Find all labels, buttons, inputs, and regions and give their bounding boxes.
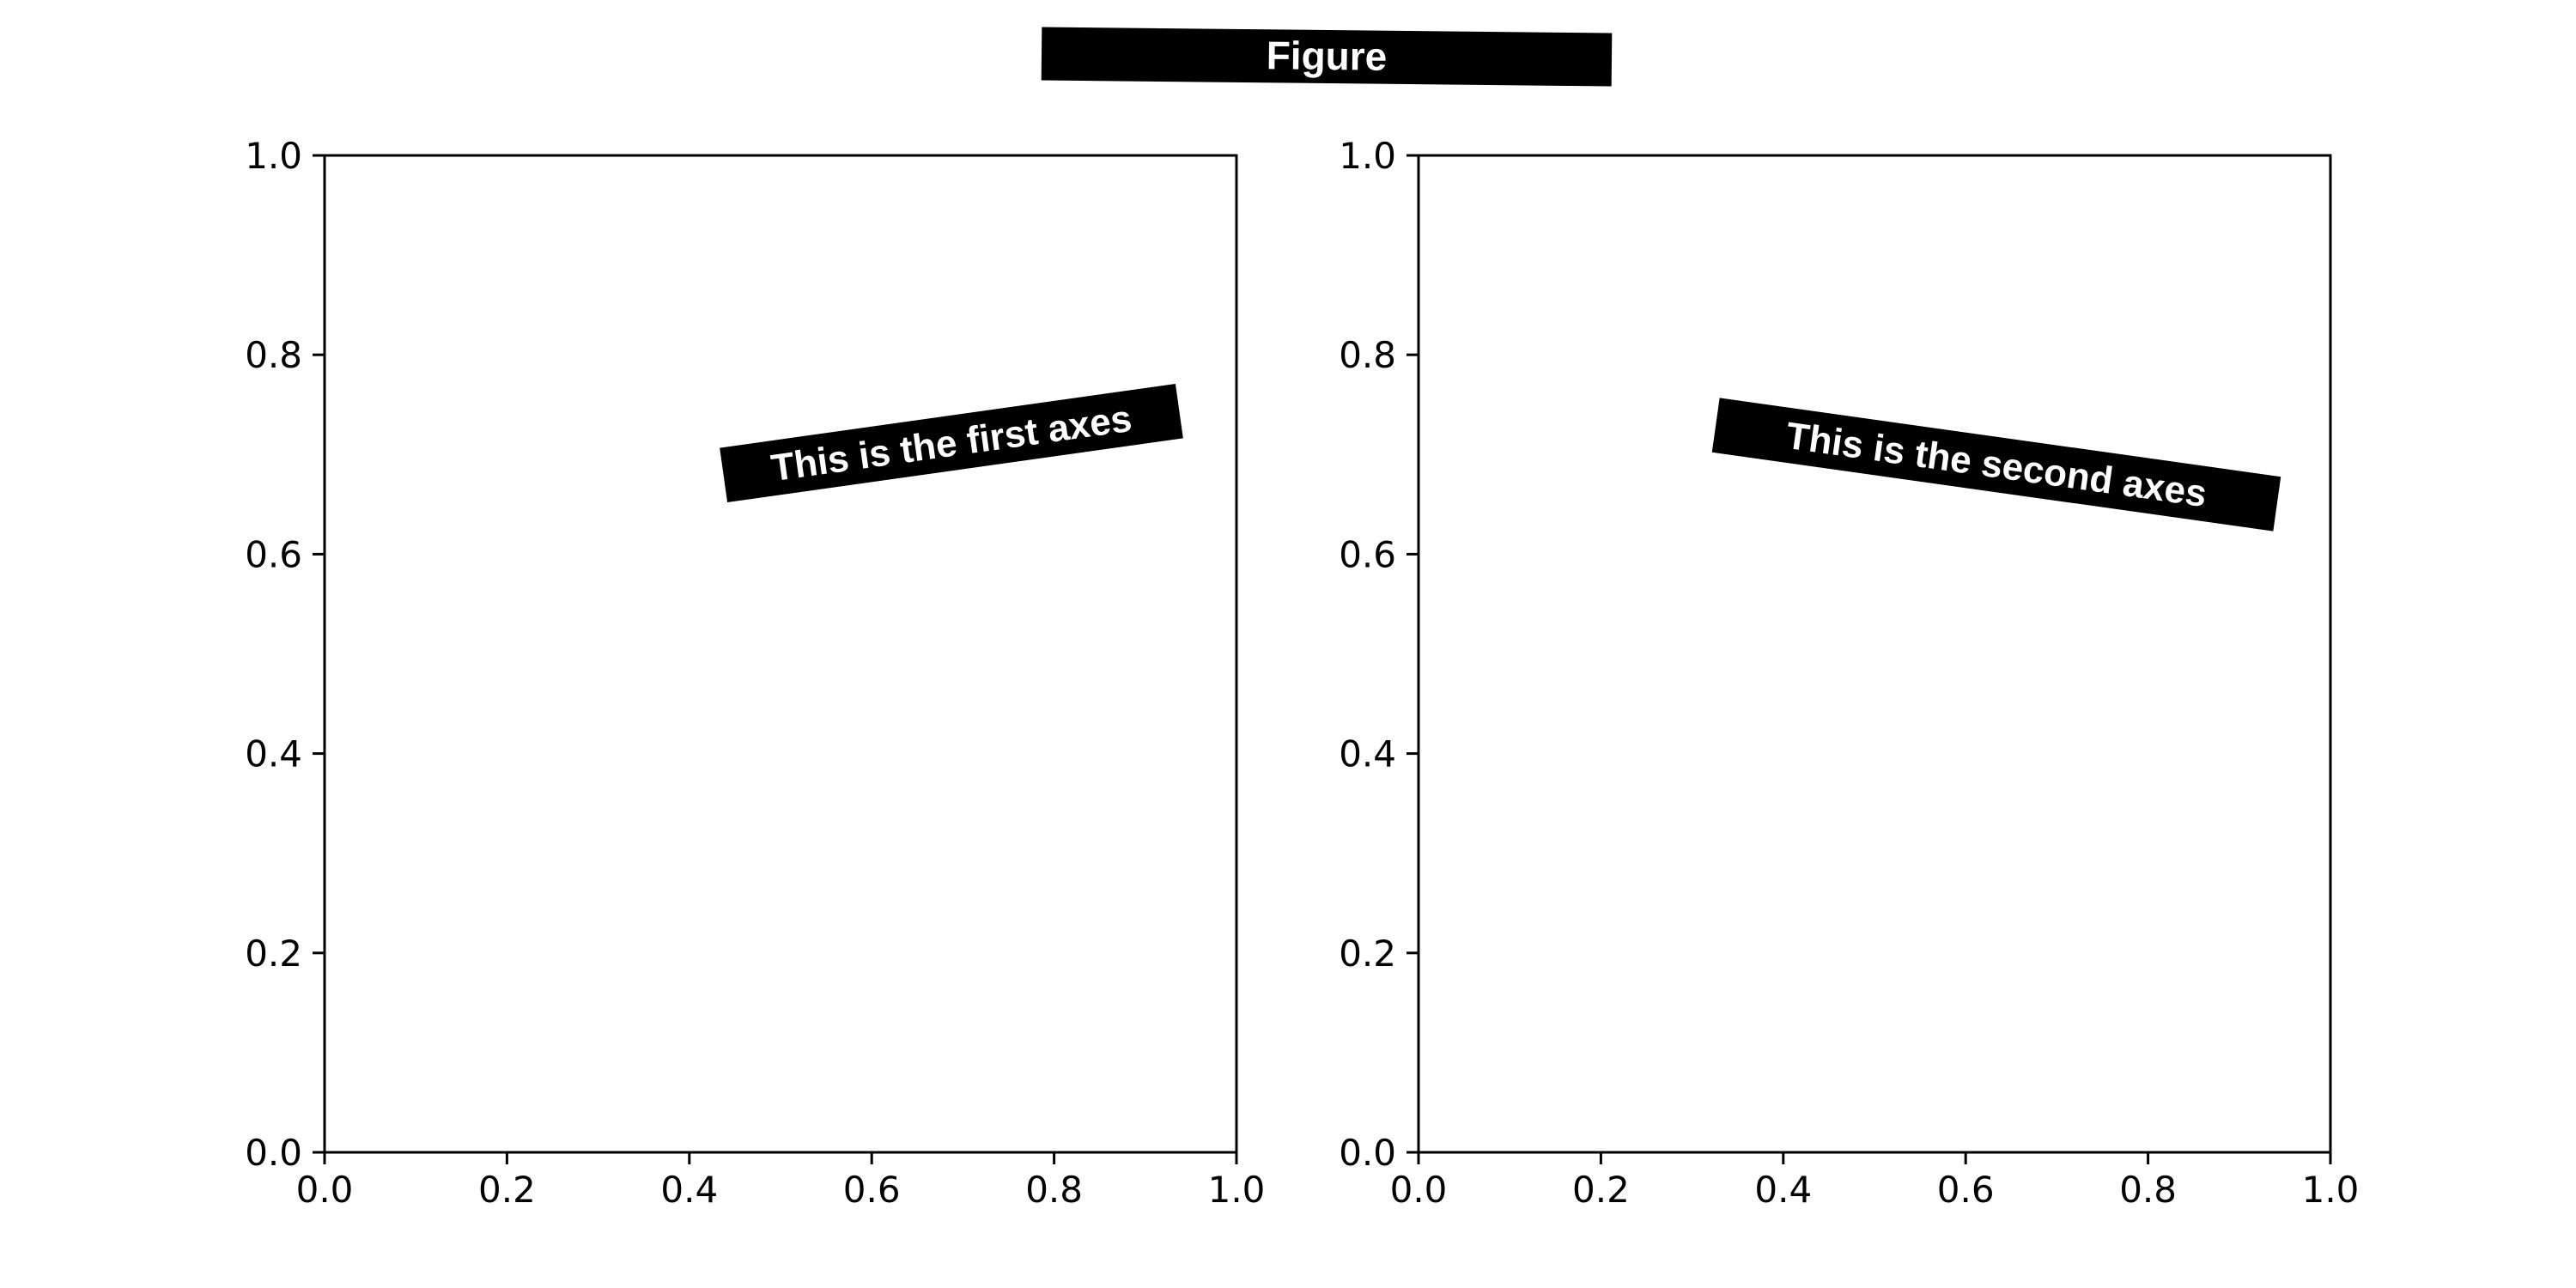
axes-1-xtick-label: 0.4: [660, 1169, 718, 1211]
figure-title-background: [1041, 27, 1613, 87]
figure-title: Figure: [1266, 33, 1387, 78]
axes-1-xtick-label: 0.6: [843, 1169, 901, 1211]
axes-2-xtick-label: 0.2: [1572, 1169, 1630, 1211]
axes-2-xtick-label: 1.0: [2302, 1169, 2360, 1211]
axes-1-annotation: This is the first axes: [769, 398, 1134, 489]
axes-1-xtick-label: 0.0: [296, 1169, 354, 1211]
axes-2-yticks: 0.0 0.2 0.4 0.6 0.8 1.0: [1339, 135, 1419, 1174]
axes-2-annotation-background: [1711, 398, 2281, 532]
axes-2-xtick-label: 0.6: [1937, 1169, 1995, 1211]
axes-1-yticks: 0.0 0.2 0.4 0.6 0.8 1.0: [245, 135, 325, 1174]
axes-1-frame: [323, 154, 1238, 1154]
axes-2-ytick-label: 0.4: [1339, 733, 1396, 775]
axes-2-frame: [1417, 154, 2332, 1154]
axes-1-xtick-label: 0.2: [478, 1169, 536, 1211]
axes-2: 0.0 0.2 0.4 0.6 0.8 1.0 0.0 0.2 0.4 0.6 0.8 1.0 Th…: [1339, 135, 2359, 1211]
axes-2-ytick-label: 1.0: [1339, 135, 1396, 177]
axes-1-annotation-background: [720, 384, 1183, 502]
axes-1-ytick-label: 0.6: [245, 533, 302, 575]
axes-2-ytick-label: 0.2: [1339, 933, 1396, 975]
axes-2-ytick-label: 0.0: [1339, 1132, 1396, 1174]
axes-1-ytick-label: 1.0: [245, 135, 302, 177]
axes-1: 0.0 0.2 0.4 0.6 0.8 1.0 0.0 0.2 0.4 0.6 0.8 1.0 Th…: [245, 135, 1265, 1211]
axes-1-annotation-box: This is the first axes: [720, 384, 1183, 502]
axes-1-xtick-label: 0.8: [1025, 1169, 1083, 1211]
axes-2-ytick-label: 0.6: [1339, 533, 1396, 575]
axes-2-ytick-label: 0.8: [1339, 334, 1396, 376]
axes-2-xtick-label: 0.4: [1754, 1169, 1812, 1211]
axes-1-ytick-label: 0.2: [245, 933, 302, 975]
axes-1-xtick-label: 1.0: [1208, 1169, 1266, 1211]
axes-2-xtick-label: 0.0: [1390, 1169, 1448, 1211]
axes-2-xticks: 0.0 0.2 0.4 0.6 0.8 1.0: [1390, 1152, 2360, 1211]
axes-1-ytick-label: 0.8: [245, 334, 302, 376]
axes-1-xticks: 0.0 0.2 0.4 0.6 0.8 1.0: [296, 1152, 1266, 1211]
axes-2-annotation: This is the second axes: [1783, 415, 2209, 515]
axes-2-annotation-box: This is the second axes: [1711, 398, 2281, 532]
axes-1-ytick-label: 0.4: [245, 733, 302, 775]
figure-title-box: Figure: [1041, 27, 1613, 87]
axes-1-ytick-label: 0.0: [245, 1132, 302, 1174]
axes-2-xtick-label: 0.8: [2119, 1169, 2177, 1211]
